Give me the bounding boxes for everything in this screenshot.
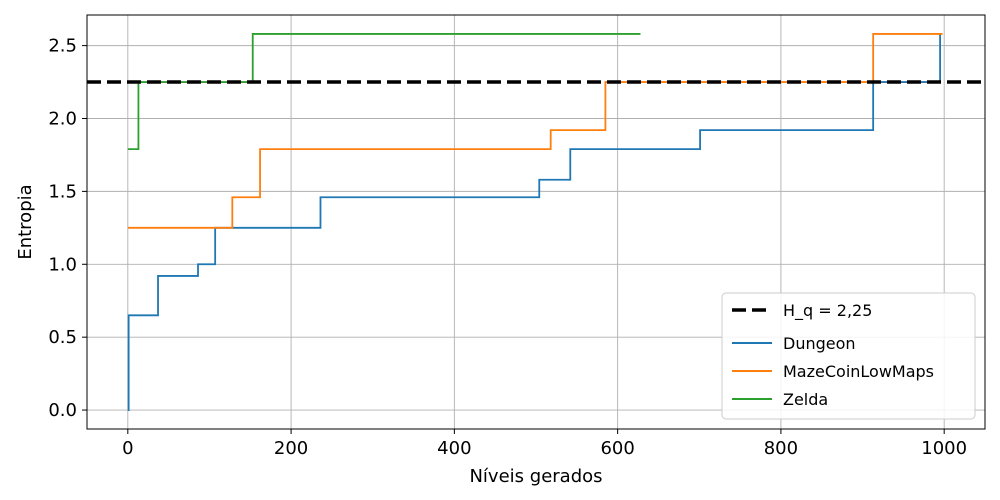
legend-box [721,292,976,420]
y-tick-label: 0.5 [48,327,77,348]
x-tick-label: 600 [600,438,634,459]
legend-label-zelda: Zelda [783,390,828,409]
legend-label-dungeon: Dungeon [783,334,856,353]
ticks: 0 200 400 600 800 1000 0.0 0.5 1.0 1.5 2.0 2.5 [48,36,967,459]
series-line-zelda [127,33,641,151]
legend-label-reference: H_q = 2,25 [783,301,872,321]
x-tick-label: 200 [274,438,308,459]
plot-frame [86,14,986,430]
y-tick-label: 1.5 [48,181,77,202]
x-tick-label: 1000 [921,438,967,459]
y-tick-label: 2.0 [48,109,77,130]
legend: H_q = 2,25 Dungeon MazeCoinLowMaps Zelda [721,292,976,420]
series-line-dungeon [127,33,941,411]
y-tick-label: 0.0 [48,400,77,421]
x-tick-label: 400 [437,438,471,459]
grid [87,15,985,429]
series-line-mazecoinlowmaps [127,33,943,229]
y-tick-label: 2.5 [48,36,77,57]
legend-label-mazecoinlowmaps: MazeCoinLowMaps [783,362,934,381]
y-axis-label: Entropia [15,184,36,259]
x-tick-label: 0 [122,438,133,459]
y-tick-label: 1.0 [48,254,77,275]
x-axis-label: Níveis gerados [469,466,602,487]
x-tick-label: 800 [764,438,798,459]
